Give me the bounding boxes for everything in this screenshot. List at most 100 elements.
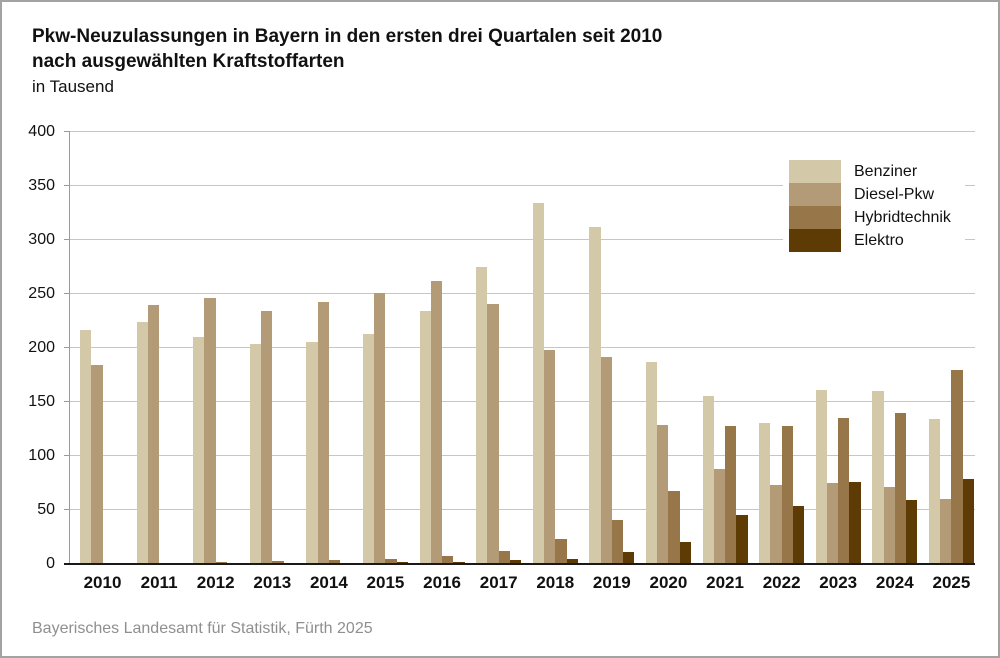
bar-group-2020: 2020: [645, 132, 691, 592]
bar-2017-hybridtechnik: [498, 551, 510, 564]
gridline-100: [70, 455, 975, 456]
gridline-300: [70, 239, 975, 240]
x-tick-label-2012: 2012: [196, 573, 235, 592]
legend-row-benziner: Benziner: [789, 160, 951, 183]
bar-group-2023: 2023: [815, 132, 861, 592]
bar-2017-elektro: [509, 559, 522, 564]
source-attribution: Bayerisches Landesamt für Statistik, Für…: [32, 620, 373, 637]
x-tick-label-2023: 2023: [819, 573, 858, 592]
x-tick-label-2020: 2020: [649, 573, 688, 592]
legend-row-diesel-pkw: Diesel-Pkw: [789, 183, 951, 206]
bar-group-2021: 2021: [702, 132, 748, 592]
bar-2020-elektro: [679, 542, 691, 564]
y-tick-label-300: 300: [28, 231, 55, 248]
legend-swatch-benziner: [789, 160, 841, 183]
y-tick-200: [64, 347, 70, 348]
bar-2025-diesel-pkw: [940, 499, 952, 564]
x-axis-baseline: [64, 563, 975, 565]
legend-swatch-elektro: [789, 229, 841, 252]
bar-group-2010: 2010: [80, 132, 125, 592]
y-tick-250: [64, 293, 70, 294]
bar-2023-benziner: [815, 390, 827, 564]
bar-2015-diesel-pkw: [374, 292, 386, 564]
bar-2014-hybridtechnik: [328, 559, 341, 564]
bar-2022-diesel-pkw: [770, 485, 782, 564]
bar-2025-benziner: [928, 419, 941, 564]
bar-2023-hybridtechnik: [838, 418, 850, 564]
gridline-400: [70, 131, 975, 132]
y-tick-label-400: 400: [28, 123, 55, 140]
bar-2021-hybridtechnik: [725, 425, 737, 564]
chart-title-line2: nach ausgewählten Kraftstoffarten: [32, 51, 345, 72]
gridline-200: [70, 347, 975, 348]
legend-label-hybridtechnik: Hybridtechnik: [854, 208, 951, 226]
x-tick-label-2019: 2019: [592, 573, 631, 592]
bar-2019-hybridtechnik: [611, 519, 624, 564]
bar-2018-elektro: [566, 558, 578, 564]
bar-group-2013: 2013: [249, 132, 295, 592]
x-tick-label-2022: 2022: [762, 573, 801, 592]
y-tick-label-50: 50: [37, 501, 55, 518]
chart-unit-label: in Tausend: [32, 77, 114, 96]
bar-2019-diesel-pkw: [600, 356, 612, 564]
x-tick-label-2016: 2016: [423, 573, 461, 592]
legend-label-benziner: Benziner: [854, 162, 918, 180]
bar-2016-diesel-pkw: [430, 281, 443, 564]
y-tick-label-350: 350: [28, 177, 55, 194]
x-tick-label-2024: 2024: [875, 573, 914, 592]
bar-2021-diesel-pkw: [713, 468, 726, 564]
x-tick-label-2025: 2025: [932, 573, 971, 592]
bar-2020-hybridtechnik: [668, 490, 680, 564]
bar-2017-benziner: [476, 267, 488, 564]
bar-2015-hybridtechnik: [385, 558, 397, 564]
bar-2014-benziner: [306, 341, 318, 564]
bar-group-2019: 2019: [589, 132, 635, 592]
x-tick-label-2013: 2013: [253, 573, 292, 592]
legend-row-hybridtechnik: Hybridtechnik: [789, 206, 951, 229]
bar-2013-diesel-pkw: [261, 311, 273, 564]
plot-area: Benziner Diesel-Pkw Hybridtechnik Elektro 0…: [28, 123, 975, 592]
gridline-150: [70, 401, 975, 402]
x-tick-label-2011: 2011: [140, 573, 178, 592]
bar-group-2017: 2017: [476, 132, 522, 592]
bar-2024-elektro: [906, 500, 918, 564]
bar-group-2018: 2018: [532, 132, 578, 592]
legend-label-diesel-pkw: Diesel-Pkw: [854, 185, 935, 203]
bar-group-2011: 2011: [136, 132, 182, 592]
bar-2025-hybridtechnik: [951, 369, 963, 564]
title-block: Pkw-Neuzulassungen in Bayern in den erst…: [32, 24, 662, 99]
bar-2015-elektro: [396, 561, 408, 564]
bar-2011-benziner: [136, 322, 148, 564]
bar-2018-benziner: [532, 203, 544, 564]
bar-group-2012: 2012: [193, 132, 238, 592]
bar-2019-benziner: [589, 227, 601, 564]
bar-group-2024: 2024: [872, 132, 918, 592]
x-tick-label-2014: 2014: [309, 573, 348, 592]
bar-2024-hybridtechnik: [894, 412, 907, 564]
bar-2011-diesel-pkw: [147, 304, 160, 564]
gridline-250: [70, 293, 975, 294]
bar-2016-elektro: [453, 561, 465, 564]
bar-2022-benziner: [759, 422, 771, 564]
legend-swatch-diesel-pkw: [789, 183, 841, 206]
bar-2024-diesel-pkw: [883, 487, 895, 564]
bar-2013-hybridtechnik: [272, 560, 284, 564]
y-tick-label-250: 250: [28, 285, 55, 302]
bar-2024-benziner: [872, 391, 884, 564]
y-tick-150: [64, 401, 70, 402]
bar-2025-elektro: [962, 478, 974, 564]
bar-2022-hybridtechnik: [781, 425, 793, 564]
bar-2020-diesel-pkw: [657, 424, 669, 564]
bar-2012-benziner: [193, 337, 205, 564]
bar-2016-benziner: [419, 311, 431, 564]
bar-group-2025: 2025: [928, 132, 974, 592]
bar-group-2022: 2022: [759, 132, 805, 592]
bar-2010-benziner: [80, 329, 92, 564]
bar-2017-diesel-pkw: [487, 303, 499, 564]
bar-2012-hybridtechnik: [215, 561, 227, 564]
bar-2022-elektro: [792, 505, 805, 564]
y-tick-400: [64, 131, 70, 132]
y-tick-100: [64, 455, 70, 456]
y-tick-350: [64, 185, 70, 186]
x-tick-label-2017: 2017: [479, 573, 518, 592]
